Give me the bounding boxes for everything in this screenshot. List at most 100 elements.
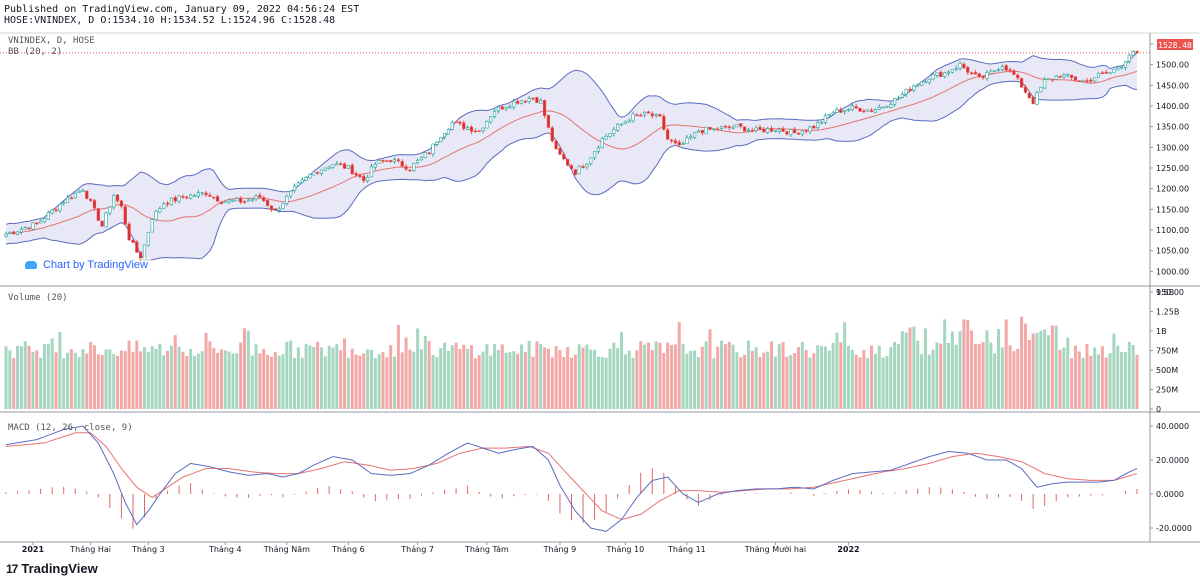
candle-body xyxy=(39,220,43,224)
candle-body xyxy=(192,195,197,197)
candle xyxy=(292,183,297,193)
candle-body xyxy=(927,78,931,83)
candle-body xyxy=(250,199,254,201)
candle-body xyxy=(23,227,27,230)
volume-bar xyxy=(766,351,770,409)
candle-body xyxy=(108,206,112,214)
candle-body xyxy=(400,161,404,167)
candle xyxy=(366,174,370,184)
volume-bar xyxy=(196,353,200,409)
volume-bar xyxy=(1027,339,1031,409)
candle-body xyxy=(58,204,62,211)
candle xyxy=(858,107,862,112)
candle xyxy=(312,171,316,176)
candle-body xyxy=(946,71,951,74)
candle xyxy=(777,127,781,134)
volume-bar xyxy=(820,346,824,409)
volume-bar xyxy=(546,348,550,409)
volume-bar xyxy=(462,344,466,409)
volume-bar xyxy=(54,352,58,409)
ohlc-caption: HOSE:VNINDEX, D O:1534.10 H:1534.52 L:15… xyxy=(4,15,336,26)
candle-body xyxy=(1131,50,1135,56)
volume-bar xyxy=(762,352,766,409)
candle-body xyxy=(966,67,970,73)
volume-bar xyxy=(1089,355,1093,409)
candle-body xyxy=(404,166,408,170)
candle-body xyxy=(1081,79,1085,82)
candle xyxy=(227,198,231,204)
volume-bar xyxy=(1073,345,1077,409)
candle-body xyxy=(173,197,177,202)
volume-bar xyxy=(416,328,420,409)
candle xyxy=(685,135,689,145)
candle-body xyxy=(858,107,862,112)
candle-body xyxy=(1035,92,1039,105)
candle-body xyxy=(650,113,654,117)
volume-bar xyxy=(612,342,616,409)
candle xyxy=(673,138,677,145)
volume-bar xyxy=(254,344,258,409)
candle-body xyxy=(42,218,47,223)
candle xyxy=(816,119,820,130)
macd-pane xyxy=(5,425,1138,532)
candle-body xyxy=(816,122,820,128)
candle xyxy=(481,127,485,134)
candle xyxy=(258,192,262,198)
candle xyxy=(1096,72,1101,78)
candle-body xyxy=(919,81,924,86)
volume-bar xyxy=(112,353,116,409)
volume-bar xyxy=(358,355,362,409)
candle-body xyxy=(1077,80,1081,82)
candle-body xyxy=(969,72,974,75)
tradingview-logo[interactable]: 17 TradingView xyxy=(6,561,98,576)
candle-body xyxy=(442,132,447,138)
candle-body xyxy=(639,114,643,117)
candle-body xyxy=(54,209,58,211)
candle xyxy=(854,103,858,109)
candle xyxy=(989,69,993,74)
volume-bar xyxy=(1123,351,1127,409)
volume-bar xyxy=(523,352,527,409)
candle xyxy=(181,194,185,199)
volume-bar xyxy=(639,341,643,409)
candle xyxy=(669,139,674,144)
volume-bar xyxy=(1043,329,1047,409)
tradingview-watermark[interactable]: Chart by TradingView xyxy=(22,258,151,272)
candle-body xyxy=(212,196,216,199)
volume-bar xyxy=(789,355,793,409)
candle-body xyxy=(112,195,116,208)
candle-body xyxy=(1058,76,1062,78)
candle xyxy=(839,107,843,114)
candle xyxy=(385,160,389,162)
volume-bar xyxy=(527,340,531,409)
volume-bar xyxy=(485,344,489,409)
candle-body xyxy=(223,201,227,204)
candle-body xyxy=(885,106,889,108)
volume-bar xyxy=(323,356,327,409)
volume-bar xyxy=(366,349,370,409)
candle xyxy=(1008,67,1012,74)
candle-body xyxy=(1104,71,1108,74)
volume-bar xyxy=(800,342,804,409)
candle-body xyxy=(1043,79,1047,89)
candle xyxy=(273,208,277,211)
volume-bar xyxy=(285,341,289,409)
time-axis-tick-label: Tháng Tám xyxy=(464,545,509,554)
candle xyxy=(654,113,658,118)
volume-bar xyxy=(835,332,839,409)
candle-body xyxy=(308,174,312,179)
time-axis-tick-label: Tháng Hai xyxy=(69,545,111,554)
candle-body xyxy=(527,98,531,102)
volume-bar xyxy=(504,352,508,409)
volume-bar xyxy=(743,354,747,409)
candle xyxy=(716,127,720,131)
candle xyxy=(812,124,816,129)
volume-bar xyxy=(1008,345,1012,409)
candle-body xyxy=(496,106,501,112)
candle xyxy=(100,220,104,228)
candle xyxy=(189,193,193,200)
volume-bar xyxy=(350,348,354,409)
volume-bar xyxy=(777,344,781,409)
candle xyxy=(246,198,250,202)
